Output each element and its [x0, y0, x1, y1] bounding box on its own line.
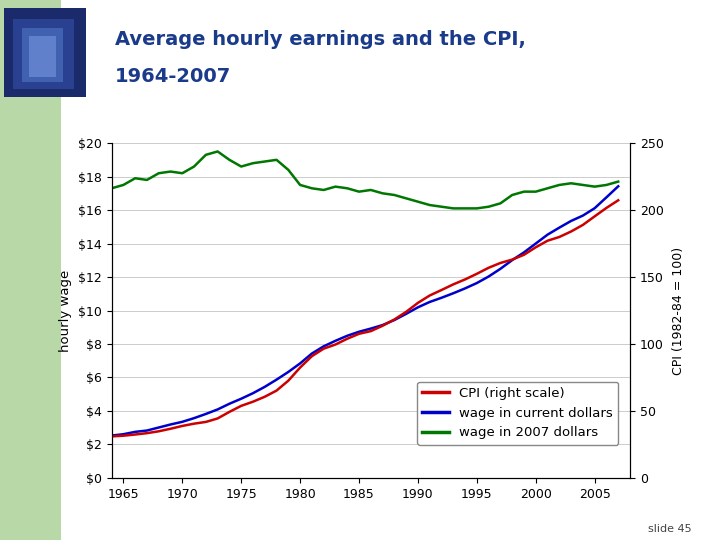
Legend: CPI (right scale), wage in current dollars, wage in 2007 dollars: CPI (right scale), wage in current dolla… — [417, 382, 618, 444]
Text: slide 45: slide 45 — [647, 524, 691, 534]
Text: Average hourly earnings and the CPI,: Average hourly earnings and the CPI, — [115, 30, 526, 49]
Y-axis label: CPI (1982-84 = 100): CPI (1982-84 = 100) — [672, 246, 685, 375]
Text: 1964-2007: 1964-2007 — [115, 68, 231, 86]
Y-axis label: hourly wage: hourly wage — [60, 269, 73, 352]
